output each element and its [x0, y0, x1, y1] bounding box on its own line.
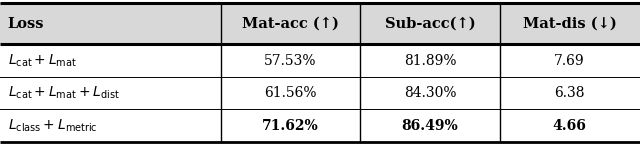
Text: 71.62%: 71.62% — [262, 119, 319, 133]
Text: Sub-acc(↑): Sub-acc(↑) — [385, 17, 476, 31]
Text: 4.66: 4.66 — [553, 119, 586, 133]
Text: 57.53%: 57.53% — [264, 54, 317, 68]
Bar — [0, 3, 640, 44]
Text: $L_{\mathrm{class}} + L_{\mathrm{metric}}$: $L_{\mathrm{class}} + L_{\mathrm{metric}… — [8, 118, 97, 134]
Text: Loss: Loss — [8, 17, 44, 31]
Text: 7.69: 7.69 — [554, 54, 585, 68]
Text: 84.30%: 84.30% — [404, 86, 456, 100]
Text: Mat-dis (↓): Mat-dis (↓) — [523, 17, 616, 31]
Text: $L_{\mathrm{cat}} + L_{\mathrm{mat}} + L_{\mathrm{dist}}$: $L_{\mathrm{cat}} + L_{\mathrm{mat}} + L… — [8, 85, 120, 101]
Text: 86.49%: 86.49% — [402, 119, 458, 133]
Text: 61.56%: 61.56% — [264, 86, 317, 100]
Text: 81.89%: 81.89% — [404, 54, 456, 68]
Text: 6.38: 6.38 — [554, 86, 585, 100]
Text: $L_{\mathrm{cat}} + L_{\mathrm{mat}}$: $L_{\mathrm{cat}} + L_{\mathrm{mat}}$ — [8, 52, 77, 69]
Text: Mat-acc (↑): Mat-acc (↑) — [242, 17, 339, 31]
